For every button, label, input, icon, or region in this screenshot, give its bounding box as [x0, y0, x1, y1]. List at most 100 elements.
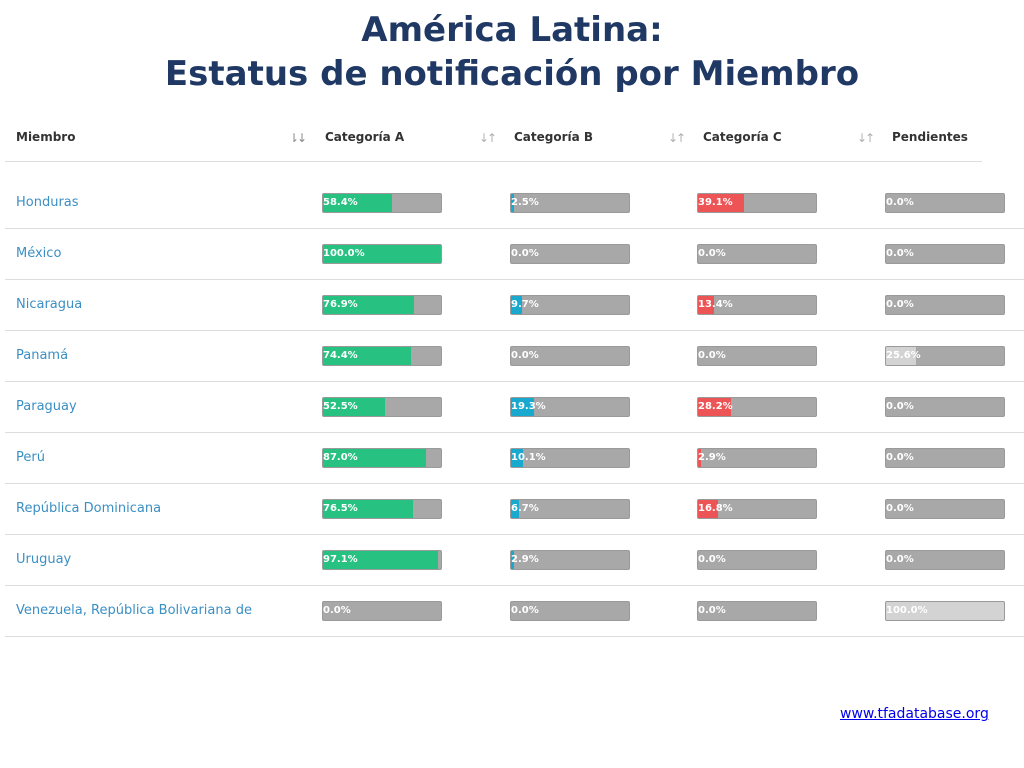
categoria-a-progress-fill: [323, 194, 392, 212]
categoria-c-progress-fill: [698, 449, 702, 467]
categoria-a-progress-bar: 52.5%: [322, 397, 442, 417]
categoria-b-progress-fill: [511, 449, 523, 467]
categoria-c-progress-fill: [698, 296, 714, 314]
pendientes-progress-bar: 25.6%: [885, 346, 1005, 366]
header-categoria-a[interactable]: Categoría A: [325, 130, 405, 144]
member-link[interactable]: Paraguay: [16, 399, 77, 414]
categoria-c-percent-label: 2.9%: [698, 452, 726, 463]
categoria-a-progress-fill: [323, 296, 414, 314]
table-row: Nicaragua 76.9% 9.7% 13.4% 0.0%: [5, 280, 1024, 331]
categoria-a-percent-label: 76.5%: [323, 503, 358, 514]
member-link[interactable]: Uruguay: [16, 552, 72, 567]
categoria-b-progress-bar: 10.1%: [510, 448, 630, 468]
member-link[interactable]: Nicaragua: [16, 297, 83, 312]
table-row: Honduras 58.4% 2.5% 39.1% 0.0%: [5, 178, 1024, 229]
categoria-a-percent-label: 52.5%: [323, 401, 358, 412]
categoria-a-progress-fill: [323, 245, 441, 263]
member-link[interactable]: México: [16, 246, 62, 261]
categoria-c-progress-bar: 39.1%: [697, 193, 817, 213]
table-row: Paraguay 52.5% 19.3% 28.2% 0.0%: [5, 382, 1024, 433]
categoria-b-percent-label: 2.9%: [511, 554, 539, 565]
categoria-a-progress-bar: 0.0%: [322, 601, 442, 621]
categoria-b-progress-bar: 0.0%: [510, 244, 630, 264]
categoria-a-progress-fill: [323, 551, 438, 569]
member-link[interactable]: República Dominicana: [16, 501, 162, 516]
categoria-b-percent-label: 0.0%: [511, 605, 539, 616]
sort-icon[interactable]: ↓↑: [668, 131, 686, 145]
pendientes-progress-bar: 0.0%: [885, 499, 1005, 519]
categoria-a-progress-bar: 97.1%: [322, 550, 442, 570]
categoria-b-percent-label: 19.3%: [511, 401, 546, 412]
title-line-2: Estatus de notificación por Miembro: [164, 54, 860, 94]
header-miembro[interactable]: Miembro: [16, 130, 76, 144]
categoria-a-percent-label: 97.1%: [323, 554, 358, 565]
pendientes-percent-label: 0.0%: [886, 401, 914, 412]
notification-status-table: Miembro ⇂↓ Categoría A ↓↑ Categoría B ↓↑…: [5, 118, 1024, 637]
categoria-c-progress-bar: 2.9%: [697, 448, 817, 468]
categoria-b-progress-fill: [511, 500, 519, 518]
member-link[interactable]: Venezuela, República Bolivariana de: [16, 603, 252, 618]
categoria-c-percent-label: 28.2%: [698, 401, 733, 412]
categoria-c-progress-fill: [698, 398, 732, 416]
categoria-b-progress-bar: 19.3%: [510, 397, 630, 417]
page-title: América Latina: Estatus de notificación …: [0, 8, 1024, 96]
categoria-c-percent-label: 39.1%: [698, 197, 733, 208]
pendientes-percent-label: 0.0%: [886, 503, 914, 514]
sort-desc-icon[interactable]: ⇂↓: [289, 131, 307, 145]
pendientes-percent-label: 0.0%: [886, 554, 914, 565]
table-row: Venezuela, República Bolivariana de 0.0% 0…: [5, 586, 1024, 637]
header-categoria-b[interactable]: Categoría B: [514, 130, 594, 144]
categoria-b-percent-label: 0.0%: [511, 248, 539, 259]
categoria-a-progress-bar: 76.9%: [322, 295, 442, 315]
categoria-b-percent-label: 0.0%: [511, 350, 539, 361]
pendientes-progress-bar: 0.0%: [885, 295, 1005, 315]
categoria-c-percent-label: 0.0%: [698, 605, 726, 616]
pendientes-progress-bar: 0.0%: [885, 448, 1005, 468]
pendientes-progress-bar: 0.0%: [885, 550, 1005, 570]
categoria-a-percent-label: 0.0%: [323, 605, 351, 616]
pendientes-progress-bar: 0.0%: [885, 193, 1005, 213]
member-link[interactable]: Panamá: [16, 348, 69, 363]
categoria-a-percent-label: 74.4%: [323, 350, 358, 361]
table-row: México 100.0% 0.0% 0.0% 0.0%: [5, 229, 1024, 280]
categoria-a-progress-bar: 76.5%: [322, 499, 442, 519]
categoria-b-progress-fill: [511, 194, 514, 212]
categoria-c-progress-bar: 0.0%: [697, 346, 817, 366]
categoria-c-progress-bar: 16.8%: [697, 499, 817, 519]
categoria-c-progress-bar: 0.0%: [697, 550, 817, 570]
pendientes-progress-bar: 0.0%: [885, 244, 1005, 264]
categoria-a-progress-bar: 87.0%: [322, 448, 442, 468]
pendientes-percent-label: 0.0%: [886, 248, 914, 259]
pendientes-percent-label: 0.0%: [886, 452, 914, 463]
categoria-a-progress-bar: 100.0%: [322, 244, 442, 264]
categoria-b-progress-bar: 9.7%: [510, 295, 630, 315]
categoria-c-progress-bar: 13.4%: [697, 295, 817, 315]
sort-icon[interactable]: ↓↑: [857, 131, 875, 145]
categoria-a-percent-label: 100.0%: [323, 248, 365, 259]
categoria-c-progress-fill: [698, 194, 745, 212]
categoria-a-progress-fill: [323, 398, 385, 416]
sort-icon[interactable]: ↓↑: [479, 131, 497, 145]
pendientes-progress-fill: [886, 347, 917, 365]
tfadatabase-link[interactable]: www.tfadatabase.org: [840, 706, 989, 722]
categoria-a-progress-bar: 74.4%: [322, 346, 442, 366]
categoria-a-progress-fill: [323, 500, 414, 518]
header-categoria-c[interactable]: Categoría C: [703, 130, 782, 144]
categoria-b-progress-bar: 2.5%: [510, 193, 630, 213]
pendientes-percent-label: 100.0%: [886, 605, 928, 616]
categoria-c-progress-bar: 28.2%: [697, 397, 817, 417]
categoria-b-progress-fill: [511, 398, 534, 416]
categoria-b-progress-bar: 6.7%: [510, 499, 630, 519]
categoria-c-percent-label: 0.0%: [698, 350, 726, 361]
categoria-c-progress-fill: [698, 500, 718, 518]
categoria-b-percent-label: 6.7%: [511, 503, 539, 514]
member-link[interactable]: Honduras: [16, 195, 79, 210]
table-row: Perú 87.0% 10.1% 2.9% 0.0%: [5, 433, 1024, 484]
categoria-a-percent-label: 58.4%: [323, 197, 358, 208]
member-link[interactable]: Perú: [16, 450, 45, 465]
header-pendientes[interactable]: Pendientes: [892, 130, 968, 144]
categoria-c-progress-bar: 0.0%: [697, 244, 817, 264]
table-row: República Dominicana 76.5% 6.7% 16.8% 0.0%: [5, 484, 1024, 535]
categoria-c-percent-label: 13.4%: [698, 299, 733, 310]
categoria-a-percent-label: 76.9%: [323, 299, 358, 310]
